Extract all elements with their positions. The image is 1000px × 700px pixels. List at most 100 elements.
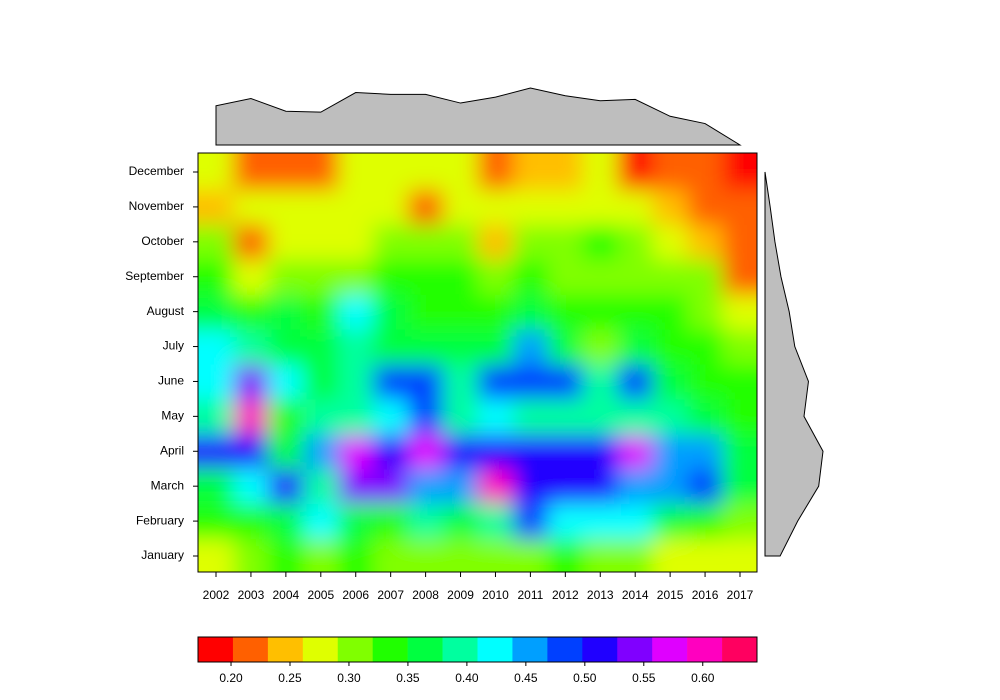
- cell: [582, 294, 619, 330]
- cell: [303, 224, 339, 260]
- color-key-bin: [372, 637, 408, 662]
- color-key-label: 0.40: [455, 671, 479, 685]
- cell: [617, 538, 654, 572]
- cell: [233, 503, 269, 540]
- cell: [443, 503, 479, 540]
- cell: [687, 503, 724, 540]
- cell: [268, 189, 304, 225]
- cell: [443, 433, 479, 470]
- color-key-bin: [547, 637, 583, 662]
- cell: [722, 224, 757, 260]
- color-key-bin: [302, 637, 339, 662]
- cell: [512, 433, 549, 470]
- cell: [547, 468, 584, 505]
- cell: [338, 538, 374, 572]
- color-key-label: 0.60: [691, 671, 715, 685]
- cell: [547, 153, 584, 190]
- cell: [687, 398, 724, 435]
- cell: [233, 398, 269, 435]
- color-key-bin: [512, 637, 548, 662]
- cell: [582, 364, 619, 400]
- cell: [233, 468, 269, 505]
- x-tick-label: 2005: [307, 588, 334, 602]
- cell: [268, 433, 304, 470]
- cell: [478, 468, 514, 505]
- y-tick-label: March: [151, 478, 184, 492]
- cell: [373, 503, 409, 540]
- color-key-label: 0.30: [337, 671, 361, 685]
- cell: [512, 189, 549, 225]
- cell: [233, 538, 269, 572]
- cell: [443, 189, 479, 225]
- cell: [198, 364, 234, 400]
- cell: [617, 259, 654, 295]
- cell: [617, 364, 654, 400]
- cell: [443, 468, 479, 505]
- cell: [303, 503, 339, 540]
- cell: [478, 364, 514, 400]
- cell: [512, 294, 549, 330]
- cell: [687, 189, 724, 225]
- color-key-label: 0.50: [573, 671, 597, 685]
- cell: [547, 224, 584, 260]
- cell: [547, 538, 584, 572]
- cell: [512, 468, 549, 505]
- color-key-bin: [652, 637, 688, 662]
- color-key-bin: [477, 637, 513, 662]
- cell: [233, 329, 269, 365]
- color-key-bin: [722, 637, 758, 662]
- cell: [338, 503, 374, 540]
- cell: [617, 433, 654, 470]
- cell: [373, 329, 409, 365]
- cell: [617, 189, 654, 225]
- y-tick-label: December: [129, 164, 184, 178]
- cell: [408, 503, 444, 540]
- cell: [198, 329, 234, 365]
- color-key-bin: [442, 637, 478, 662]
- cell: [443, 398, 479, 435]
- cell: [687, 294, 724, 330]
- cell: [722, 503, 757, 540]
- cell: [652, 433, 689, 470]
- cell: [478, 433, 514, 470]
- cell: [198, 468, 234, 505]
- cell: [582, 224, 619, 260]
- color-key-bin: [582, 637, 618, 662]
- cell: [652, 538, 689, 572]
- cell: [652, 224, 689, 260]
- cell: [547, 398, 584, 435]
- cell: [652, 153, 689, 190]
- cell: [443, 294, 479, 330]
- cell: [198, 224, 234, 260]
- plot-border: [197, 152, 758, 573]
- cell: [233, 364, 269, 400]
- cell: [722, 294, 757, 330]
- x-tick-label: 2017: [727, 588, 754, 602]
- cell: [687, 153, 724, 190]
- cell: [233, 433, 269, 470]
- color-key-label: 0.55: [632, 671, 656, 685]
- cell: [582, 259, 619, 295]
- cell: [268, 503, 304, 540]
- color-key-label: 0.35: [396, 671, 420, 685]
- cell: [408, 329, 444, 365]
- cell: [652, 189, 689, 225]
- cell: [443, 329, 479, 365]
- cell: [478, 224, 514, 260]
- cell: [512, 329, 549, 365]
- heatmap: [198, 153, 757, 572]
- cell: [478, 538, 514, 572]
- cell: [233, 259, 269, 295]
- cell: [512, 153, 549, 190]
- cell: [687, 259, 724, 295]
- cell: [408, 224, 444, 260]
- cell: [373, 468, 409, 505]
- cell: [338, 398, 374, 435]
- cell: [408, 468, 444, 505]
- cell: [478, 259, 514, 295]
- cell: [303, 153, 339, 190]
- cell: [652, 259, 689, 295]
- cell: [512, 259, 549, 295]
- cell: [722, 259, 757, 295]
